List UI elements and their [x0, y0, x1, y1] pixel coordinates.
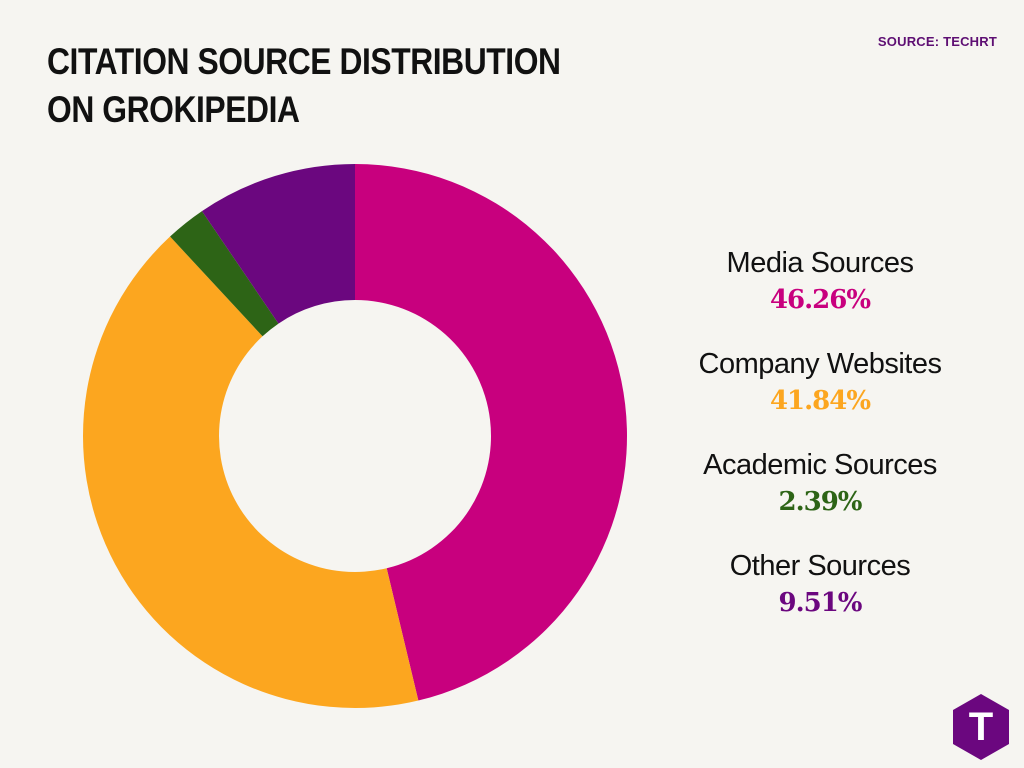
donut-slice-media-sources [355, 164, 627, 701]
legend-label: Media Sources [726, 247, 914, 279]
legend-item-academic-sources: Academic Sources 2.39% [660, 445, 980, 546]
legend-value: 9.51% [778, 588, 862, 618]
legend-item-other-sources: Other Sources 9.51% [660, 546, 980, 647]
donut-slice-academic-sources [170, 211, 279, 337]
legend-label: Other Sources [729, 550, 911, 582]
donut-slice-other-sources [201, 164, 355, 324]
legend-item-media-sources: Media Sources 46.26% [660, 243, 980, 344]
chart-legend: Media Sources 46.26% Company Websites 41.84… [660, 243, 980, 647]
legend-item-company-websites: Company Websites 41.84% [660, 344, 980, 445]
source-label: SOURCE: TECHRT [877, 34, 997, 49]
legend-label: Company Websites [698, 348, 942, 380]
donut-slice-company-websites [82, 236, 419, 708]
legend-label: Academic Sources [703, 449, 937, 481]
legend-value: 2.39% [778, 487, 862, 517]
chart-title: CITATION SOURCE DISTRIBUTION ON GROKIPED… [47, 41, 561, 130]
logo-letter: T [969, 705, 993, 749]
techrt-logo-icon: T [953, 694, 1009, 760]
legend-value: 41.84% [769, 386, 871, 416]
legend-value: 46.26% [769, 285, 871, 315]
donut-chart [82, 164, 627, 708]
